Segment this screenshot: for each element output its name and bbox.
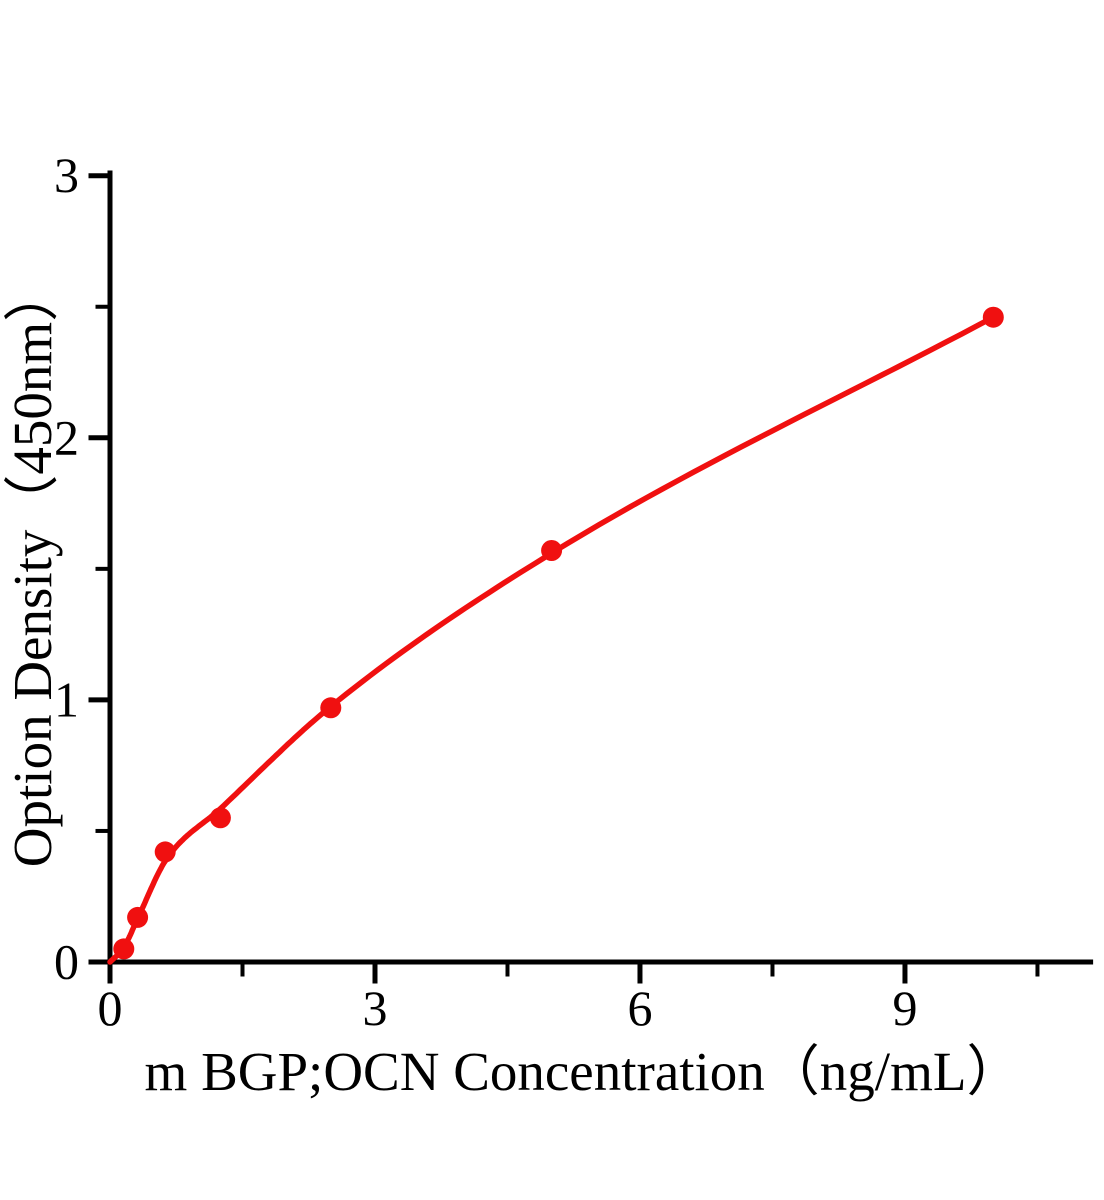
data-point (127, 906, 149, 928)
x-tick-label: 0 (98, 980, 123, 1036)
data-point (541, 540, 563, 561)
x-tick-label: 9 (892, 980, 917, 1036)
data-point (320, 697, 342, 719)
x-tick-label: 6 (627, 980, 652, 1036)
x-axis-title: m BGP;OCN Concentration（ng/mL） (144, 1041, 1022, 1102)
y-axis-title: Option Density（450nm） (1, 266, 63, 868)
y-tick-label: 3 (54, 147, 79, 203)
y-tick-label: 2 (54, 409, 79, 465)
data-point (982, 306, 1004, 328)
x-tick-label: 3 (362, 980, 387, 1036)
data-point (209, 807, 231, 829)
data-point (113, 938, 135, 960)
standard-curve-line (107, 314, 997, 965)
y-tick-label: 0 (54, 934, 79, 990)
y-tick-label: 1 (54, 671, 79, 727)
data-point (154, 841, 176, 863)
